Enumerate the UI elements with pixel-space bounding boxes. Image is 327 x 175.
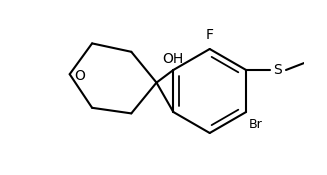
- Text: Br: Br: [249, 118, 263, 131]
- Text: O: O: [74, 69, 85, 83]
- Text: OH: OH: [162, 52, 183, 66]
- Text: F: F: [206, 28, 214, 42]
- Text: S: S: [273, 63, 282, 77]
